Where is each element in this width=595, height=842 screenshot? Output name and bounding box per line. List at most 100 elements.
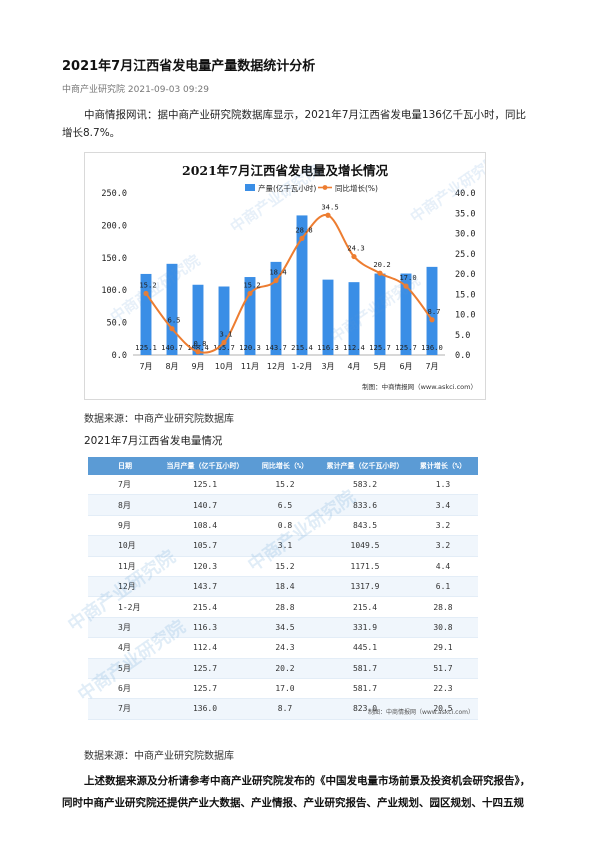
article-source[interactable]: 中商产业研究院 bbox=[62, 85, 126, 95]
table-row: 3月 116.3 34.5 331.9 30.8 bbox=[88, 617, 478, 639]
chart-credit: 制图：中商情报网（www.askci.com） bbox=[362, 382, 477, 391]
x-tick-label: 10月 bbox=[215, 362, 233, 371]
chart-image: 2021年7月江西省发电量及增长情况 产量(亿千瓦小时) 同比增长(%) 0.0 50.… bbox=[84, 152, 486, 400]
y-left-tick-label: 100.0 bbox=[101, 286, 127, 296]
growth-value-label: 0.8 bbox=[194, 339, 207, 348]
growth-point bbox=[221, 339, 227, 346]
x-tick-label: 5月 bbox=[373, 362, 386, 371]
table-cell: 112.4 bbox=[162, 637, 248, 659]
growth-point bbox=[143, 290, 149, 297]
y-right-tick-label: 40.0 bbox=[455, 189, 475, 199]
growth-value-label: 15.2 bbox=[139, 280, 156, 289]
y-right-tick-label: 15.0 bbox=[455, 290, 475, 300]
table-cell: 34.5 bbox=[248, 617, 322, 639]
table-cell: 581.7 bbox=[322, 658, 408, 679]
table-header-cell: 日期 bbox=[88, 457, 162, 475]
data-table: 日期 当月产量（亿千瓦小时） 同比增长（%） 累计产量（亿千瓦小时） 累计增长（%） 7… bbox=[88, 457, 478, 720]
bar-value-label: 125.7 bbox=[395, 343, 417, 352]
growth-point bbox=[429, 317, 435, 323]
bar-value-label: 136.0 bbox=[421, 343, 443, 352]
table-body: 7月 125.1 15.2 583.2 1.3 8月 140.7 6.5 833.6 3.4 9月 1… bbox=[88, 475, 478, 720]
bar-value-label: 215.4 bbox=[291, 343, 313, 352]
legend-bar-swatch bbox=[245, 184, 255, 191]
x-tick-label: 1-2月 bbox=[291, 362, 312, 371]
growth-point bbox=[247, 290, 253, 297]
table-cell: 5月 bbox=[88, 658, 162, 679]
table-cell: 9月 bbox=[88, 515, 162, 537]
growth-point bbox=[273, 277, 279, 284]
table-cell: 15.2 bbox=[248, 475, 322, 496]
table-row: 10月 105.7 3.1 1049.5 3.2 bbox=[88, 535, 478, 557]
table-cell: 11月 bbox=[88, 556, 162, 577]
bar-value-label: 125.1 bbox=[135, 343, 157, 352]
table-cell: 15.2 bbox=[248, 556, 322, 577]
x-tick-label: 7月 bbox=[425, 362, 438, 371]
closing-line: 同时中商产业研究院还提供产业大数据、产业情报、产业研究报告、产业规划、园区规划、… bbox=[62, 797, 524, 809]
table-cell: 8月 bbox=[88, 494, 162, 516]
table-header-cell: 累计增长（%） bbox=[408, 457, 478, 475]
table-cell: 3.2 bbox=[408, 515, 478, 537]
legend-line-marker bbox=[322, 185, 328, 190]
table-cell: 4.4 bbox=[408, 556, 478, 577]
growth-value-label: 3.1 bbox=[220, 329, 233, 338]
table-cell: 17.0 bbox=[248, 678, 322, 700]
bar-value-label: 108.4 bbox=[187, 343, 209, 352]
bar bbox=[192, 284, 204, 355]
bar bbox=[140, 273, 152, 355]
bar bbox=[296, 215, 308, 355]
table-cell: 833.6 bbox=[322, 494, 408, 516]
table-cell: 6.1 bbox=[408, 576, 478, 598]
legend-label: 同比增长(%) bbox=[335, 183, 378, 193]
table-cell: 143.7 bbox=[162, 576, 248, 598]
y-right-tick-label: 0.0 bbox=[455, 351, 470, 361]
table-row: 8月 140.7 6.5 833.6 3.4 bbox=[88, 494, 478, 516]
table-cell: 29.1 bbox=[408, 637, 478, 659]
legend-label: 产量(亿千瓦小时) bbox=[258, 183, 316, 193]
bar-value-label: 112.4 bbox=[343, 343, 365, 352]
growth-value-label: 24.3 bbox=[347, 244, 364, 253]
table-cell: 136.0 bbox=[162, 698, 248, 720]
y-right-tick-label: 25.0 bbox=[455, 250, 475, 260]
table-cell: 583.2 bbox=[322, 475, 408, 496]
table-cell: 1317.9 bbox=[322, 576, 408, 598]
growth-value-label: 17.0 bbox=[399, 273, 416, 282]
x-tick-label: 4月 bbox=[347, 362, 360, 371]
table-cell: 22.3 bbox=[408, 678, 478, 700]
bar-value-label: 116.3 bbox=[317, 343, 339, 352]
table-cell: 51.7 bbox=[408, 658, 478, 679]
table-cell: 445.1 bbox=[322, 637, 408, 659]
table-cell: 3月 bbox=[88, 617, 162, 639]
bar bbox=[426, 266, 438, 355]
table-header-cell: 累计产量（亿千瓦小时） bbox=[322, 457, 408, 475]
x-tick-label: 8月 bbox=[165, 362, 178, 371]
bar-value-label: 140.7 bbox=[161, 343, 183, 352]
y-left-tick-label: 150.0 bbox=[101, 254, 127, 264]
data-table-image: 日期 当月产量（亿千瓦小时） 同比增长（%） 累计产量（亿千瓦小时） 累计增长（%） 7… bbox=[64, 457, 478, 720]
table-cell: 823.0 bbox=[322, 698, 408, 720]
growth-value-label: 20.2 bbox=[373, 260, 390, 269]
bar bbox=[348, 282, 360, 355]
table-cell: 3.4 bbox=[408, 494, 478, 516]
growth-point bbox=[377, 270, 383, 276]
bar bbox=[400, 273, 412, 355]
table-cell: 116.3 bbox=[162, 617, 248, 639]
y-right-tick-label: 10.0 bbox=[455, 311, 475, 321]
table-cell: 28.8 bbox=[248, 596, 322, 618]
bar-value-label: 105.7 bbox=[213, 343, 235, 352]
article-title: 2021年7月江西省发电量产量数据统计分析 bbox=[62, 59, 316, 74]
y-right-tick-label: 35.0 bbox=[455, 209, 475, 219]
closing-line: 上述数据来源及分析请参考中商产业研究院发布的《中国发电量市场前景及投资机会研究报… bbox=[84, 775, 531, 787]
table-cell: 125.7 bbox=[162, 658, 248, 679]
table-row: 9月 108.4 0.8 843.5 3.2 bbox=[88, 515, 478, 537]
growth-value-label: 6.5 bbox=[168, 316, 181, 325]
x-tick-label: 6月 bbox=[399, 362, 412, 371]
table-row: 4月 112.4 24.3 445.1 29.1 bbox=[88, 637, 478, 659]
table-cell: 20.2 bbox=[248, 658, 322, 679]
bar bbox=[322, 279, 334, 355]
growth-value-label: 15.2 bbox=[243, 280, 260, 289]
growth-point bbox=[325, 212, 331, 218]
bar-value-label: 143.7 bbox=[265, 343, 287, 352]
table-cell: 331.9 bbox=[322, 617, 408, 639]
bar bbox=[166, 263, 178, 355]
